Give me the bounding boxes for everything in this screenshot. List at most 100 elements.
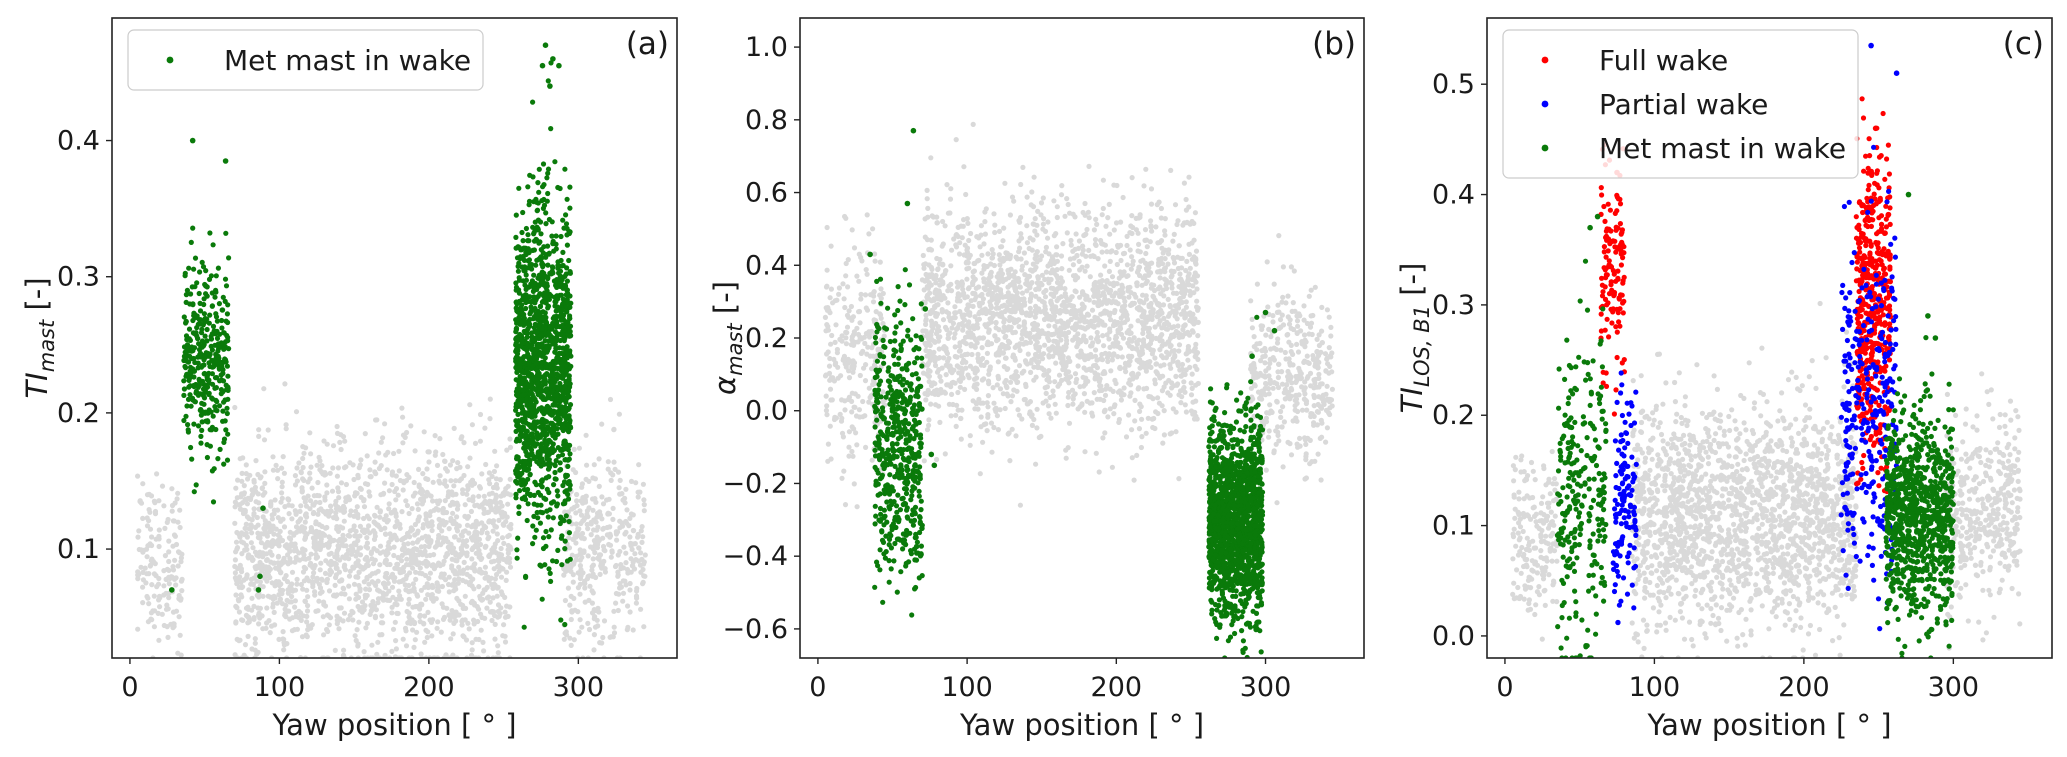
background-point	[371, 528, 377, 534]
background-point	[147, 563, 153, 569]
background-point	[393, 497, 399, 503]
background-point	[367, 467, 373, 473]
series-point	[537, 303, 544, 310]
background-point	[492, 523, 498, 529]
series-point	[222, 397, 228, 403]
series-point	[540, 184, 546, 190]
background-point	[1193, 248, 1200, 254]
background-point	[1195, 333, 1201, 339]
series-point	[517, 488, 523, 494]
background-point	[267, 528, 273, 535]
background-point	[575, 609, 581, 615]
series-point	[527, 445, 534, 451]
background-point	[149, 534, 155, 540]
background-point	[982, 231, 989, 237]
background-point	[401, 478, 407, 484]
series-point	[226, 255, 232, 261]
series-point	[198, 433, 204, 439]
background-point	[921, 287, 927, 293]
background-point	[860, 398, 866, 405]
background-point	[367, 493, 373, 499]
background-point	[460, 617, 466, 623]
background-point	[595, 555, 601, 561]
background-point	[296, 550, 302, 556]
background-point	[880, 399, 886, 405]
background-point	[574, 498, 580, 504]
background-point	[1035, 274, 1041, 280]
background-point	[166, 549, 172, 555]
series-point	[520, 278, 526, 284]
background-point	[478, 570, 485, 576]
series-point	[526, 257, 533, 263]
background-point	[984, 428, 990, 434]
series-point	[523, 412, 529, 418]
background-point	[469, 524, 475, 530]
background-point	[293, 554, 299, 561]
series-point	[538, 231, 544, 237]
background-point	[347, 533, 353, 539]
background-point	[561, 572, 567, 578]
background-point	[343, 481, 349, 488]
background-point	[156, 597, 162, 603]
series-point	[514, 465, 520, 471]
series-point	[525, 341, 532, 347]
background-point	[308, 560, 314, 567]
background-point	[273, 565, 279, 571]
background-point	[383, 531, 389, 537]
background-point	[362, 595, 369, 601]
series-point	[543, 347, 550, 353]
background-point	[357, 462, 363, 468]
series-point	[543, 343, 550, 349]
background-point	[640, 534, 646, 540]
background-point	[324, 482, 330, 488]
series-point	[198, 440, 204, 446]
background-point	[288, 559, 294, 565]
background-point	[343, 543, 349, 549]
background-point	[425, 629, 431, 635]
background-point	[334, 423, 340, 430]
series-point	[524, 347, 530, 353]
background-point	[138, 564, 144, 570]
background-point	[269, 623, 275, 629]
series-point	[216, 403, 223, 409]
series-point	[181, 417, 187, 424]
series-point	[566, 518, 572, 525]
background-point	[464, 538, 470, 544]
background-point	[239, 530, 245, 536]
background-point	[578, 512, 585, 518]
background-point	[446, 589, 452, 595]
background-point	[449, 608, 455, 614]
series-point	[567, 451, 573, 457]
background-point	[338, 446, 344, 453]
series-point	[546, 391, 552, 397]
background-point	[1187, 292, 1193, 298]
background-point	[387, 531, 393, 537]
background-point	[327, 470, 333, 476]
background-point	[600, 501, 607, 507]
series-point	[534, 381, 541, 387]
background-point	[483, 524, 489, 531]
background-point	[308, 464, 314, 470]
background-point	[396, 468, 402, 474]
series-point	[197, 308, 204, 314]
series-point	[203, 268, 209, 274]
series-point	[538, 502, 544, 508]
background-point	[828, 397, 834, 403]
background-point	[389, 481, 395, 488]
series-point	[558, 233, 564, 240]
series-point	[260, 505, 266, 512]
background-point	[177, 524, 183, 531]
background-point	[1107, 231, 1113, 237]
background-point	[592, 542, 599, 548]
background-point	[439, 583, 445, 590]
background-point	[299, 488, 305, 494]
background-point	[828, 456, 834, 462]
background-point	[835, 375, 841, 381]
background-point	[504, 603, 510, 609]
background-point	[864, 212, 870, 218]
series-point	[535, 449, 542, 455]
series-point	[225, 385, 231, 391]
background-point	[481, 500, 487, 506]
background-point	[495, 563, 501, 570]
background-point	[600, 634, 606, 641]
